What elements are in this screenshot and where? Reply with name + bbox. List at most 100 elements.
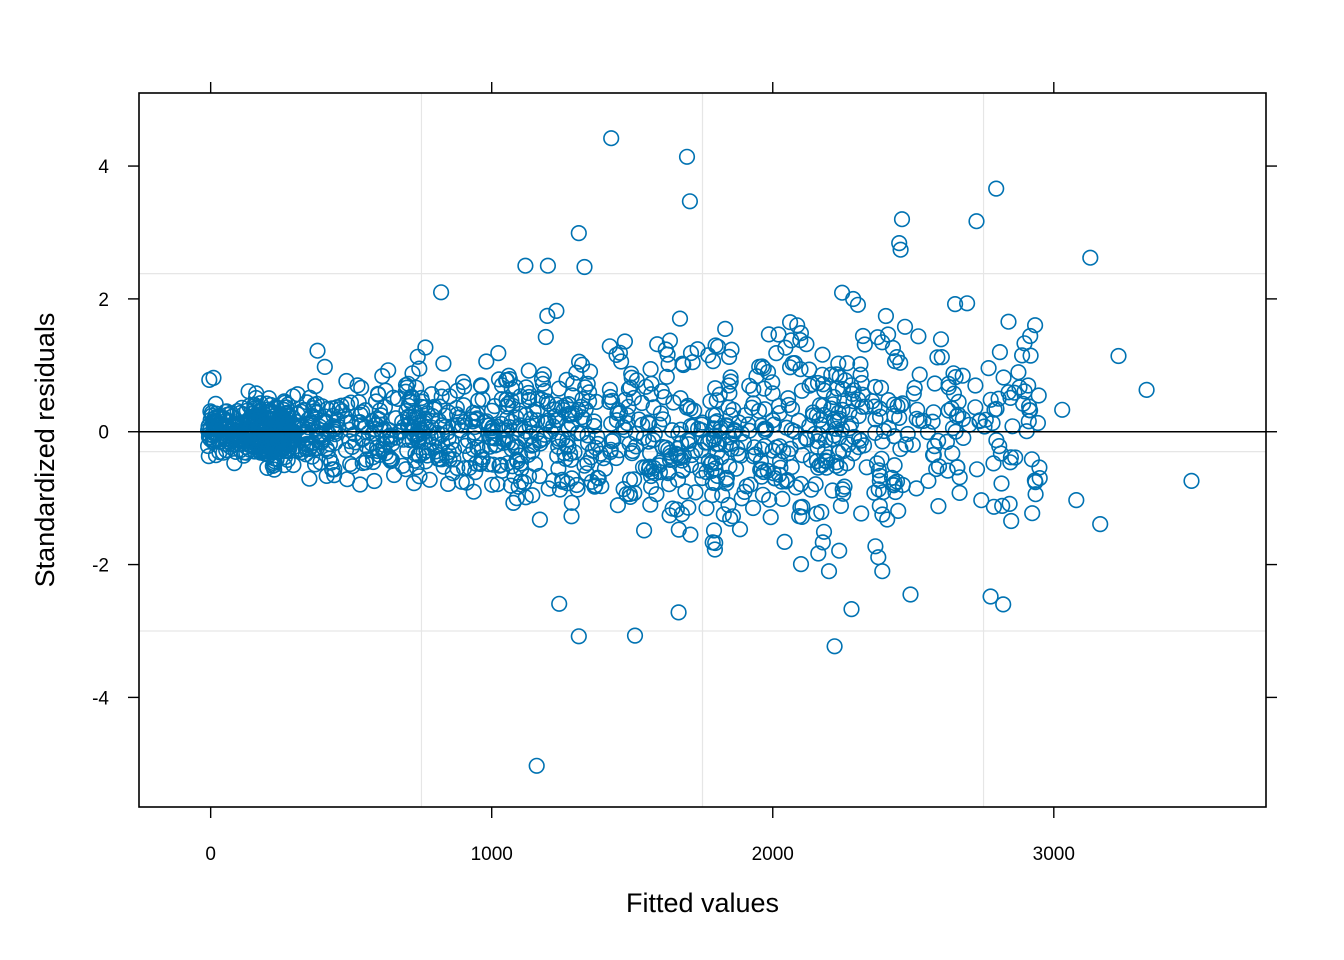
data-point bbox=[380, 362, 397, 379]
data-point bbox=[718, 475, 735, 492]
data-point bbox=[576, 411, 593, 428]
data-point bbox=[550, 438, 567, 455]
data-point bbox=[905, 385, 922, 402]
data-point bbox=[906, 379, 923, 396]
y-tick-label: 2 bbox=[98, 290, 109, 311]
data-point bbox=[831, 542, 848, 559]
data-point bbox=[867, 424, 884, 442]
data-point bbox=[467, 464, 484, 481]
data-point bbox=[680, 436, 697, 453]
data-point bbox=[1068, 492, 1085, 509]
data-point bbox=[364, 449, 382, 466]
data-point bbox=[642, 361, 659, 378]
data-point bbox=[694, 414, 711, 431]
data-point bbox=[896, 318, 914, 335]
data-point bbox=[827, 420, 845, 437]
data-point bbox=[725, 401, 742, 419]
data-point bbox=[660, 476, 678, 493]
data-point bbox=[733, 425, 750, 442]
data-point bbox=[929, 349, 946, 366]
data-point bbox=[834, 380, 852, 398]
data-point bbox=[1006, 384, 1023, 401]
data-point bbox=[988, 180, 1005, 197]
data-point bbox=[887, 483, 904, 501]
data-point bbox=[920, 472, 937, 490]
data-point bbox=[780, 396, 797, 414]
data-point bbox=[954, 367, 971, 384]
data-point bbox=[553, 399, 571, 416]
data-point bbox=[706, 541, 724, 558]
data-point bbox=[661, 451, 679, 469]
data-point bbox=[915, 412, 932, 430]
data-point bbox=[522, 428, 540, 445]
data-point bbox=[852, 366, 869, 383]
data-point bbox=[770, 326, 787, 343]
data-point bbox=[202, 420, 219, 437]
data-point bbox=[852, 356, 869, 373]
data-point bbox=[223, 405, 240, 422]
data-point bbox=[534, 375, 552, 392]
data-point bbox=[991, 438, 1008, 455]
data-point bbox=[366, 472, 383, 490]
data-point bbox=[871, 467, 889, 485]
data-point bbox=[792, 475, 810, 493]
data-point bbox=[709, 443, 726, 461]
data-point bbox=[433, 388, 450, 405]
data-point bbox=[625, 389, 642, 407]
data-point bbox=[789, 317, 806, 334]
data-point bbox=[449, 459, 466, 477]
data-point bbox=[775, 443, 792, 460]
data-point bbox=[849, 296, 867, 313]
data-point bbox=[727, 460, 745, 477]
data-point bbox=[240, 383, 257, 400]
data-point bbox=[285, 456, 302, 474]
data-point bbox=[421, 471, 438, 488]
data-point bbox=[648, 486, 665, 503]
data-point bbox=[899, 425, 916, 443]
data-point bbox=[1026, 317, 1044, 334]
data-point bbox=[824, 482, 841, 499]
data-point bbox=[720, 496, 737, 514]
data-point bbox=[813, 503, 830, 521]
data-point bbox=[502, 477, 520, 494]
data-point bbox=[776, 533, 793, 551]
data-point bbox=[639, 414, 657, 431]
data-point bbox=[991, 344, 1009, 361]
data-point bbox=[682, 526, 699, 543]
data-point bbox=[400, 397, 417, 414]
data-point bbox=[364, 425, 381, 442]
data-point bbox=[764, 385, 781, 402]
data-point bbox=[664, 500, 681, 517]
data-point bbox=[489, 476, 506, 493]
data-point bbox=[1020, 413, 1037, 430]
data-point bbox=[820, 563, 838, 580]
data-point bbox=[910, 328, 927, 345]
data-point bbox=[827, 457, 845, 474]
data-point bbox=[246, 439, 263, 456]
data-point bbox=[1110, 347, 1127, 365]
data-point bbox=[656, 389, 673, 406]
data-point bbox=[614, 418, 632, 436]
data-point bbox=[707, 380, 724, 397]
data-point bbox=[349, 377, 366, 394]
data-point bbox=[274, 441, 291, 458]
data-point bbox=[504, 458, 521, 475]
data-point bbox=[361, 442, 378, 459]
data-point bbox=[307, 378, 324, 395]
data-point bbox=[528, 412, 546, 429]
data-point bbox=[367, 393, 385, 410]
data-point bbox=[319, 400, 336, 418]
data-point bbox=[1082, 249, 1099, 266]
data-point bbox=[747, 446, 764, 463]
data-point bbox=[815, 523, 833, 540]
data-point bbox=[603, 130, 620, 147]
data-point bbox=[704, 534, 721, 551]
y-tick-label: -4 bbox=[92, 688, 109, 709]
data-point bbox=[484, 418, 501, 435]
data-point bbox=[329, 411, 346, 428]
data-point bbox=[871, 497, 888, 515]
data-point bbox=[621, 485, 638, 503]
data-point bbox=[354, 404, 371, 421]
data-point bbox=[585, 413, 603, 430]
data-point bbox=[893, 211, 911, 228]
